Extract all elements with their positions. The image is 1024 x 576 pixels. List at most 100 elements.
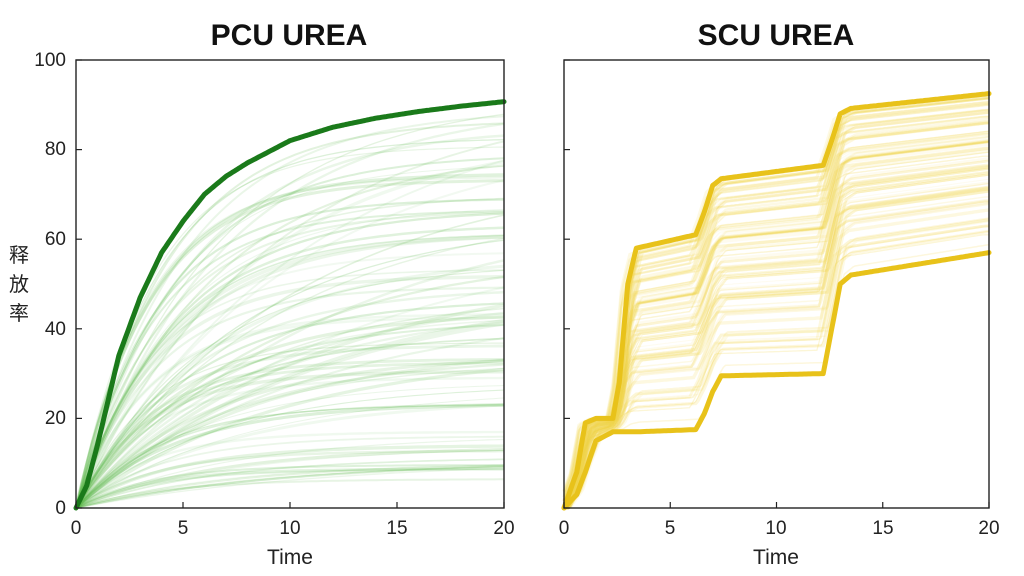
scu-band-curve	[564, 189, 990, 510]
pcu-band-curve	[74, 376, 505, 509]
scu-band-curve	[564, 151, 990, 509]
scu-band-curve	[563, 171, 990, 509]
pcu-band-curve	[75, 164, 505, 509]
pcu-band-curve	[74, 122, 505, 509]
pcu-band-curve	[75, 367, 505, 509]
pcu-y-tick-label-60: 60	[45, 229, 66, 250]
scu-x-tick-label-5: 5	[665, 518, 676, 539]
scu-band-curve	[563, 200, 989, 502]
pcu-x-axis-label: Time	[267, 546, 313, 569]
scu-band-curve	[562, 199, 989, 504]
scu-band-curve	[563, 225, 989, 506]
scu-x-tick-label-15: 15	[872, 518, 893, 539]
pcu-band-curve	[74, 370, 504, 509]
pcu-x-tick-label-0: 0	[71, 518, 82, 539]
scu-band-curve	[563, 109, 990, 507]
scu-band-curve	[563, 139, 990, 510]
pcu-band-curve	[75, 115, 505, 509]
scu-band-curve	[563, 141, 990, 506]
scu-band-curve	[564, 97, 990, 509]
scu-x-tick-label-0: 0	[559, 518, 570, 539]
scu-band-curve	[564, 223, 990, 509]
pcu-band-curve	[74, 198, 504, 509]
scu-band-curve	[564, 117, 990, 510]
scu-band-curve	[563, 122, 989, 498]
scu-band-curve	[564, 111, 990, 510]
pcu-band-curve	[74, 134, 505, 509]
scu-x-axis-label: Time	[753, 546, 799, 569]
scu-band-curve	[562, 163, 989, 501]
pcu-band-curve	[75, 467, 504, 509]
scu-band-curve	[564, 141, 990, 509]
pcu-y-axis-label-char: 放	[9, 272, 29, 296]
scu-band-curve	[562, 130, 989, 503]
pcu-band-curve	[75, 467, 505, 509]
pcu-band-curve	[75, 197, 505, 509]
pcu-panel: PCU UREA 0 20 40 60 80 100 0 5 10 15 20 …	[9, 19, 515, 569]
pcu-band-curve	[75, 210, 504, 509]
pcu-band-curve	[75, 252, 505, 509]
pcu-band-curve	[75, 404, 504, 509]
scu-band-curve	[563, 189, 990, 510]
pcu-band-curve	[75, 319, 505, 509]
scu-band-curve	[564, 168, 990, 509]
pcu-band-curve	[74, 160, 505, 509]
pcu-band-curve	[75, 438, 505, 509]
scu-band-curve	[564, 111, 990, 510]
pcu-band-curve	[75, 337, 505, 509]
pcu-band-curve	[75, 239, 505, 509]
pcu-band-curve	[74, 316, 504, 509]
scu-band-curve	[564, 96, 990, 510]
scu-band-curve	[563, 104, 990, 508]
scu-band-curve	[564, 166, 990, 510]
scu-band-curve	[563, 136, 990, 506]
scu-band-curve	[564, 122, 990, 509]
pcu-band-curve	[75, 466, 505, 510]
pcu-band-curve	[75, 302, 505, 509]
pcu-band-curve	[75, 237, 505, 509]
pcu-y-tick-label-20: 20	[45, 408, 66, 429]
scu-band-curve	[564, 110, 990, 509]
pcu-band-curve	[75, 234, 505, 509]
pcu-title: PCU UREA	[211, 19, 368, 52]
pcu-band-curve	[74, 303, 505, 510]
pcu-band-curve	[74, 315, 505, 509]
pcu-band-curve	[75, 385, 505, 509]
scu-band-curve	[564, 201, 990, 510]
pcu-band-curve	[74, 212, 505, 509]
pcu-band-curve	[75, 113, 505, 509]
scu-band-curve	[562, 121, 990, 504]
pcu-band-curve	[75, 307, 505, 509]
pcu-band-curve	[75, 166, 505, 509]
pcu-band-curve	[74, 286, 505, 509]
pcu-band-curve	[75, 444, 505, 510]
pcu-band-curve	[75, 286, 505, 509]
pcu-band-curve	[75, 458, 505, 509]
scu-title: SCU UREA	[698, 19, 855, 52]
scu-band-curve	[562, 224, 989, 501]
pcu-band-curve	[75, 464, 505, 509]
pcu-band-curve	[75, 403, 505, 510]
scu-band-curve	[563, 115, 989, 502]
pcu-band-curve	[75, 363, 505, 509]
scu-band-curve	[563, 178, 990, 509]
pcu-band-curve	[75, 208, 505, 509]
pcu-band-curve	[75, 259, 505, 509]
scu-band-curve	[563, 173, 990, 509]
scu-band-curve	[562, 102, 990, 509]
scu-band-curve	[562, 142, 989, 502]
scu-band-curve	[564, 147, 990, 510]
pcu-band-curve	[75, 478, 504, 509]
pcu-band-curve	[75, 138, 505, 509]
pcu-band-curve	[74, 358, 505, 510]
scu-band-curve	[562, 140, 990, 507]
pcu-x-tick-label-10: 10	[279, 518, 300, 539]
scu-band-curve	[564, 173, 990, 510]
pcu-band-curve	[74, 235, 505, 509]
scu-band-curve	[562, 186, 989, 502]
scu-band-curve	[562, 109, 989, 494]
scu-panel: SCU UREA 0 5 10 15 20 Time	[559, 19, 1000, 569]
scu-band-curve	[563, 141, 990, 509]
scu-band-curve	[562, 159, 990, 509]
